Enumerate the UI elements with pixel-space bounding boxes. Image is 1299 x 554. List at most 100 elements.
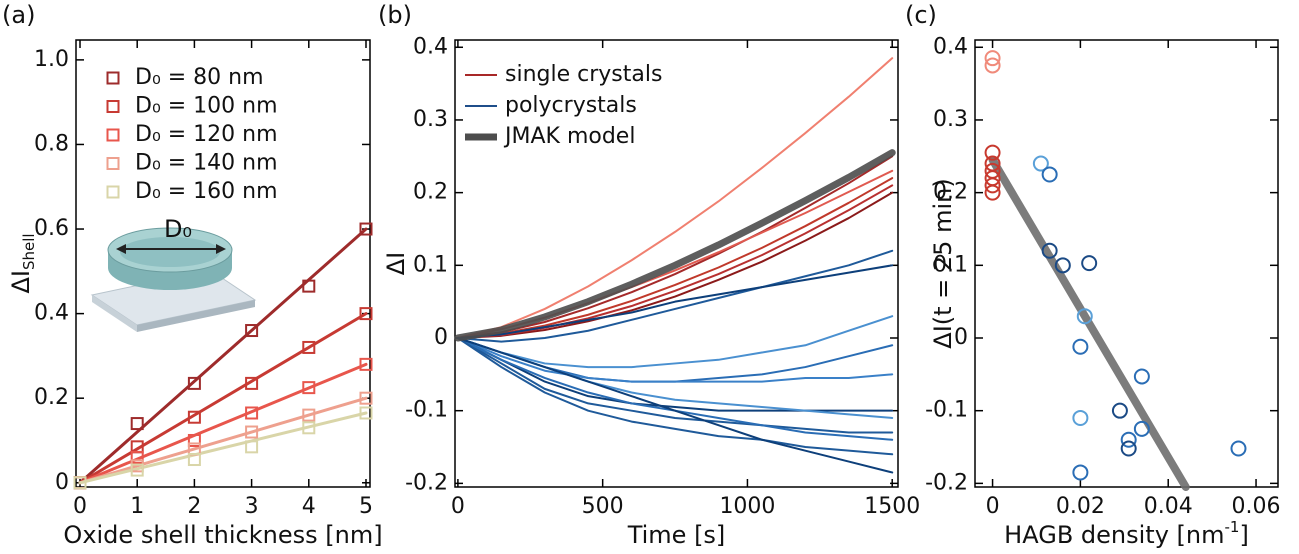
data-line: [456, 315, 894, 369]
fit-line: [78, 312, 368, 485]
panel-label: (c): [905, 1, 937, 29]
y-tick-label: 0.2: [34, 385, 69, 410]
marker: [984, 50, 1001, 67]
data-line: [456, 337, 894, 456]
inset-illustration: D₀: [90, 215, 257, 332]
marker: [187, 376, 201, 390]
x-axis-label: Time [s]: [627, 521, 726, 549]
y-tick-label: 0: [954, 325, 968, 350]
y-tick-label: -0.2: [405, 470, 448, 495]
marker: [1072, 464, 1089, 481]
data-line: [454, 149, 896, 342]
marker: [130, 450, 144, 464]
marker: [1032, 155, 1049, 172]
inset-arrow-head: [116, 244, 126, 254]
x-axis-label-text: ]: [1239, 521, 1248, 549]
y-tick-label: 0.1: [413, 252, 448, 277]
y-tick-label: 0.3: [933, 107, 968, 132]
marker: [984, 184, 1001, 201]
x-tick-label: 0: [73, 494, 87, 519]
legend-label: single crystals: [505, 62, 662, 87]
marker: [359, 222, 373, 236]
axes-frame: [974, 39, 1279, 488]
y-tick-label: -0.1: [925, 398, 968, 423]
x-tick-label: 5: [359, 494, 373, 519]
y-tick-label: 0.3: [413, 107, 448, 132]
marker: [106, 157, 120, 170]
data-line: [456, 337, 894, 383]
axes-frame: [454, 39, 899, 488]
panel-label: (a): [2, 1, 35, 29]
marker: [359, 357, 373, 371]
marker: [984, 177, 1001, 194]
marker: [130, 417, 144, 431]
inset-plate-side: [137, 300, 255, 332]
marker: [245, 324, 259, 338]
marker: [106, 128, 120, 142]
legend-label: D₀ = 160 nm: [135, 179, 278, 204]
marker: [359, 406, 373, 420]
y-tick-label: 0.1: [933, 252, 968, 277]
x-tick-label: 0: [986, 494, 1000, 519]
legend-label: polycrystals: [505, 93, 637, 118]
marker: [1133, 420, 1150, 437]
x-tick-label: 1000: [719, 494, 775, 519]
x-axis-label-text: Time [s]: [627, 521, 726, 549]
data-line: [456, 264, 894, 339]
y-tick-label: -0.1: [405, 398, 448, 423]
marker: [73, 476, 87, 490]
y-axis-label: ΔI: [382, 252, 410, 276]
marker: [1120, 440, 1137, 457]
data-line: [456, 155, 894, 339]
y-tick-label: 0.6: [34, 216, 69, 241]
x-axis-label-sup: -1: [1224, 518, 1239, 536]
marker: [187, 453, 201, 467]
marker: [245, 406, 259, 420]
marker: [187, 410, 201, 424]
marker: [1041, 242, 1058, 259]
marker: [1072, 338, 1089, 355]
x-tick-label: 1500: [864, 494, 920, 519]
legend-label: D₀ = 80 nm: [135, 65, 264, 90]
marker: [984, 57, 1001, 74]
y-tick-label: 0.4: [933, 34, 968, 59]
marker: [302, 381, 316, 395]
marker: [1230, 440, 1247, 457]
marker: [302, 340, 316, 354]
plot-area: 0 0.02 0.04 0.06 -0.2 -0.1 0 0.1 0.2 0.3 0.4 HAGB d…: [925, 34, 1280, 549]
legend-label: D₀ = 120 nm: [135, 122, 278, 147]
y-tick-label: 0: [55, 470, 69, 495]
marker: [984, 144, 1001, 161]
y-tick-label: 0.2: [933, 180, 968, 205]
marker: [245, 425, 259, 439]
marker: [106, 71, 120, 85]
inset-arrow-head: [216, 244, 226, 254]
marker: [302, 408, 316, 422]
y-axis-label-text: ΔI: [382, 252, 410, 276]
x-tick-label: 500: [582, 494, 624, 519]
x-tick-label: 0.02: [1056, 494, 1105, 519]
x-tick-label: 3: [245, 494, 259, 519]
marker: [359, 307, 373, 321]
x-tick-label: 0.04: [1144, 494, 1193, 519]
marker: [302, 421, 316, 435]
y-axis-label-text: ΔI(t = 25 min): [929, 178, 957, 348]
data-line: [456, 249, 894, 343]
x-axis-label-text: Oxide shell thickness [nm]: [63, 521, 382, 549]
x-tick-label: 0.06: [1232, 494, 1281, 519]
marker: [1081, 255, 1098, 272]
legend-label: JMAK model: [503, 124, 635, 149]
marker: [245, 376, 259, 390]
marker: [245, 440, 259, 454]
marker: [302, 279, 316, 293]
y-axis-label: ΔI(t = 25 min): [929, 178, 957, 348]
y-axis-label: ΔIShell: [7, 233, 38, 293]
x-tick-label: 1: [130, 494, 144, 519]
data-line: [456, 337, 894, 441]
y-tick-label: 0: [434, 325, 448, 350]
inset-plate-side: [92, 295, 137, 332]
y-tick-label: 1.0: [34, 47, 69, 72]
x-tick-label: 4: [302, 494, 316, 519]
marker: [1111, 402, 1128, 419]
